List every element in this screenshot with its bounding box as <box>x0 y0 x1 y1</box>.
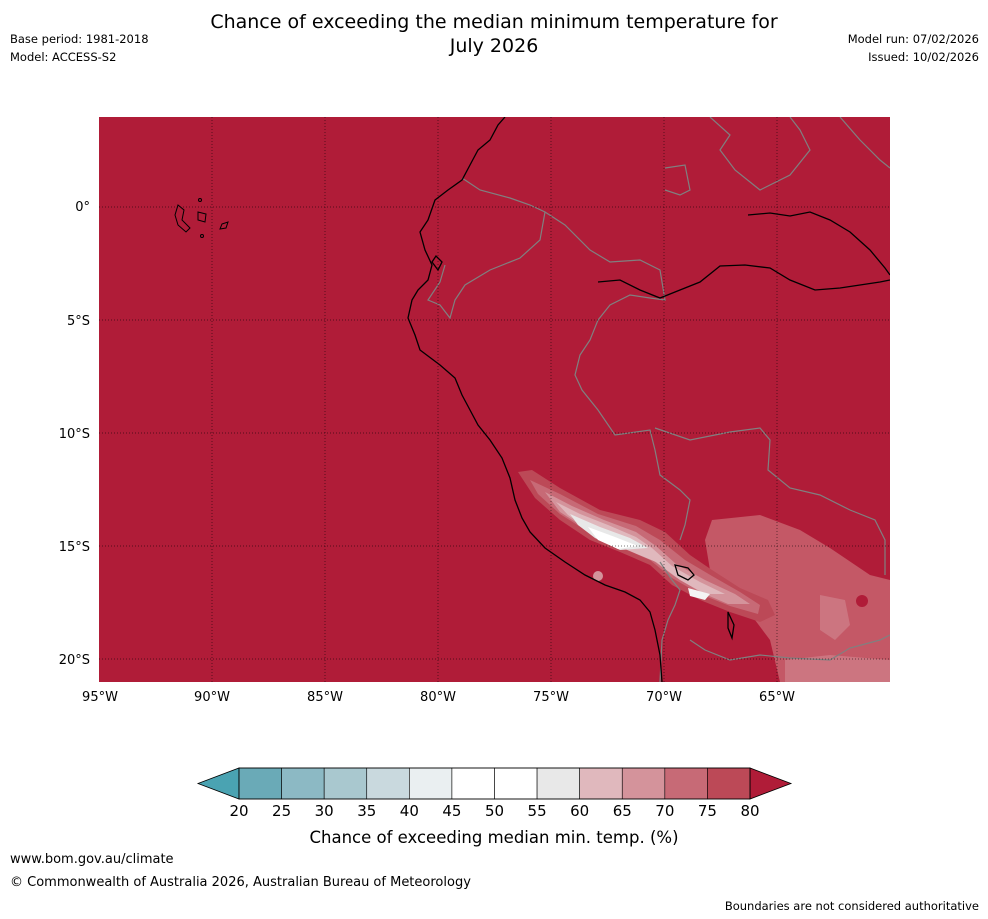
lat-label: 15°S <box>59 540 90 555</box>
coast-pacific <box>407 117 663 682</box>
lat-label: 20°S <box>59 653 90 668</box>
colorbar: 20 25 30 35 40 45 50 55 60 65 70 75 80 Chance of exc… <box>196 767 793 847</box>
lon-label: 95°W <box>82 690 118 705</box>
lat-labels: 0° 5°S 10°S 15°S 20°S <box>59 200 90 668</box>
lon-label: 90°W <box>194 690 230 705</box>
hotspot-small <box>856 595 868 607</box>
contour-50-band-2 <box>688 588 710 600</box>
border-colombia-ecuador <box>427 177 546 320</box>
colorbar-tick-label: 25 <box>272 802 291 820</box>
hotspot-coast <box>593 571 603 581</box>
footer-url[interactable]: www.bom.gov.au/climate <box>10 852 174 867</box>
probability-contours <box>99 117 890 682</box>
footer-note: Boundaries are not considered authoritat… <box>724 899 979 913</box>
colorbar-segment <box>707 767 751 800</box>
colorbar-segment <box>281 767 325 800</box>
country-borders <box>427 117 890 682</box>
base-period: Base period: 1981-2018 <box>10 32 149 46</box>
model-name: Model: ACCESS-S2 <box>10 50 117 64</box>
title-line-1: Chance of exceeding the median minimum t… <box>210 11 778 33</box>
lat-label: 10°S <box>59 427 90 442</box>
island-isabela <box>174 204 191 233</box>
colorbar-label: Chance of exceeding median min. temp. (%… <box>309 828 678 847</box>
colorbar-segment <box>536 767 580 800</box>
island-small-2 <box>200 234 204 238</box>
island-san-cristobal <box>219 221 229 230</box>
colorbar-segment <box>323 767 368 800</box>
lon-label: 85°W <box>307 690 343 705</box>
colorbar-segment <box>664 767 708 800</box>
lat-label: 5°S <box>67 314 90 329</box>
colorbar-tick-label: 55 <box>528 802 547 820</box>
lon-labels: 95°W 90°W 85°W 80°W 75°W 70°W 65°W <box>82 690 795 705</box>
colorbar-segments <box>238 767 751 800</box>
lon-label: 65°W <box>759 690 795 705</box>
colorbar-tick-label: 80 <box>740 802 759 820</box>
lon-label: 70°W <box>646 690 682 705</box>
island-santa-cruz <box>197 211 207 223</box>
colorbar-segment <box>494 767 538 800</box>
colorbar-ticks: 20 25 30 35 40 45 50 55 60 65 70 75 80 <box>229 802 759 820</box>
map-title: Chance of exceeding the median minimum t… <box>0 10 988 58</box>
footer-copyright: © Commonwealth of Australia 2026, Austra… <box>10 875 471 890</box>
colorbar-tick-label: 60 <box>570 802 589 820</box>
lon-label: 75°W <box>533 690 569 705</box>
title-line-2: July 2026 <box>449 35 539 57</box>
colorbar-tick-label: 75 <box>698 802 717 820</box>
colorbar-tick-label: 50 <box>485 802 504 820</box>
coastlines <box>407 117 890 682</box>
colorbar-under-arrow <box>196 767 240 800</box>
contour-50-band <box>588 527 638 549</box>
colorbar-tick-label: 45 <box>442 802 461 820</box>
border-bolivia-south <box>689 634 890 661</box>
colorbar-tick-label: 30 <box>315 802 334 820</box>
lake-titicaca <box>674 564 695 581</box>
border-north-2 <box>839 117 890 169</box>
colorbar-segment <box>451 767 495 800</box>
contour-65-region-2 <box>785 655 890 682</box>
colorbar-tick-label: 20 <box>229 802 248 820</box>
contour-55-band <box>570 514 648 550</box>
coast-gulf <box>431 254 443 272</box>
colorbar-over-arrow <box>749 767 793 800</box>
border-peru-colombia <box>544 211 691 541</box>
island-small-1 <box>198 198 202 202</box>
colorbar-segment <box>409 767 453 800</box>
meta-right: Model run: 07/02/2026 Issued: 10/02/2026 <box>848 30 979 66</box>
colorbar-tick-label: 70 <box>655 802 674 820</box>
lat-label: 0° <box>75 200 90 215</box>
galapagos-islands <box>174 198 229 238</box>
colorbar-tick-label: 40 <box>400 802 419 820</box>
graticule <box>99 117 890 682</box>
border-bolivia-chile <box>659 561 681 682</box>
contour-70-region <box>705 515 890 682</box>
colorbar-tick-label: 35 <box>357 802 376 820</box>
colorbar-segment <box>366 767 410 800</box>
coast-amazon <box>597 264 890 299</box>
model-run: Model run: 07/02/2026 <box>847 32 979 46</box>
meta-left: Base period: 1981-2018 Model: ACCESS-S2 <box>10 30 149 66</box>
colorbar-segment <box>579 767 623 800</box>
border-north-1 <box>709 117 811 191</box>
contour-65-region <box>820 595 850 640</box>
border-venezuela-brazil <box>664 164 691 196</box>
colorbar-segment <box>238 767 282 800</box>
colorbar-outline <box>238 767 751 800</box>
colorbar-tick-label: 65 <box>613 802 632 820</box>
lon-label: 80°W <box>420 690 456 705</box>
colorbar-segment <box>621 767 666 800</box>
lake-poopo <box>727 611 735 641</box>
issued-date: Issued: 10/02/2026 <box>868 50 979 64</box>
